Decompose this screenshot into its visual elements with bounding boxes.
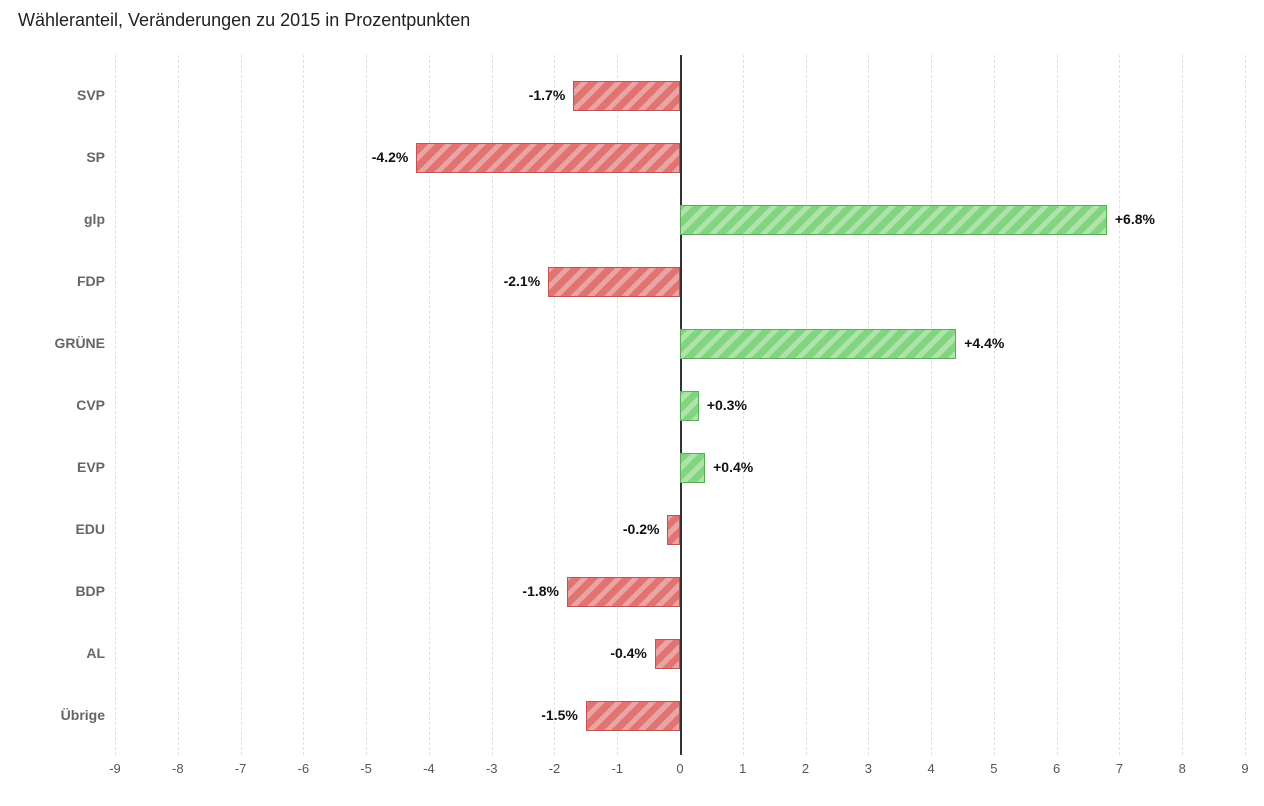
bar xyxy=(567,577,680,607)
x-gridline xyxy=(806,55,807,755)
x-gridline xyxy=(1182,55,1183,755)
bar xyxy=(655,639,680,669)
x-tick-label: -8 xyxy=(172,761,184,776)
bar-value-label: -0.2% xyxy=(623,521,660,537)
x-tick-label: -6 xyxy=(298,761,310,776)
bar-value-label: -1.5% xyxy=(541,707,578,723)
bar xyxy=(586,701,680,731)
x-gridline xyxy=(1245,55,1246,755)
bar-value-label: +6.8% xyxy=(1115,211,1155,227)
bar-value-label: -0.4% xyxy=(610,645,647,661)
y-category-label: glp xyxy=(10,211,105,227)
y-category-label: SP xyxy=(10,149,105,165)
x-gridline xyxy=(366,55,367,755)
x-tick-label: 9 xyxy=(1241,761,1248,776)
bar-value-label: -1.8% xyxy=(522,583,559,599)
bar xyxy=(680,329,956,359)
bar-value-label: -2.1% xyxy=(504,273,541,289)
bar xyxy=(680,205,1107,235)
bar xyxy=(667,515,680,545)
y-category-label: CVP xyxy=(10,397,105,413)
y-category-label: GRÜNE xyxy=(10,335,105,351)
chart-title: Wähleranteil, Veränderungen zu 2015 in P… xyxy=(18,10,470,31)
x-gridline xyxy=(1119,55,1120,755)
x-gridline xyxy=(931,55,932,755)
x-tick-label: 5 xyxy=(990,761,997,776)
y-category-label: AL xyxy=(10,645,105,661)
x-tick-label: 3 xyxy=(865,761,872,776)
x-tick-label: 0 xyxy=(676,761,683,776)
x-tick-label: -5 xyxy=(360,761,372,776)
x-tick-label: 7 xyxy=(1116,761,1123,776)
bar-value-label: -4.2% xyxy=(372,149,409,165)
bar-value-label: +0.4% xyxy=(713,459,753,475)
x-gridline xyxy=(868,55,869,755)
x-gridline xyxy=(994,55,995,755)
x-tick-label: -7 xyxy=(235,761,247,776)
plot-area: -9-8-7-6-5-4-3-2-10123456789SVP-1.7%SP-4… xyxy=(115,55,1245,755)
bar xyxy=(680,391,699,421)
y-category-label: EDU xyxy=(10,521,105,537)
x-tick-label: -1 xyxy=(611,761,623,776)
bar xyxy=(680,453,705,483)
x-tick-label: -2 xyxy=(549,761,561,776)
x-tick-label: 8 xyxy=(1179,761,1186,776)
y-category-label: SVP xyxy=(10,87,105,103)
x-gridline xyxy=(303,55,304,755)
bar xyxy=(548,267,680,297)
y-category-label: Übrige xyxy=(10,707,105,723)
x-tick-label: -9 xyxy=(109,761,121,776)
x-tick-label: 2 xyxy=(802,761,809,776)
y-category-label: BDP xyxy=(10,583,105,599)
bar-value-label: -1.7% xyxy=(529,87,566,103)
x-tick-label: -4 xyxy=(423,761,435,776)
x-tick-label: 1 xyxy=(739,761,746,776)
x-gridline xyxy=(241,55,242,755)
x-tick-label: -3 xyxy=(486,761,498,776)
x-gridline xyxy=(115,55,116,755)
y-category-label: EVP xyxy=(10,459,105,475)
bar xyxy=(573,81,680,111)
x-gridline xyxy=(178,55,179,755)
x-tick-label: 6 xyxy=(1053,761,1060,776)
chart-page: Wähleranteil, Veränderungen zu 2015 in P… xyxy=(0,0,1264,806)
y-category-label: FDP xyxy=(10,273,105,289)
bar-value-label: +4.4% xyxy=(964,335,1004,351)
x-gridline xyxy=(1057,55,1058,755)
x-tick-label: 4 xyxy=(927,761,934,776)
bar-value-label: +0.3% xyxy=(707,397,747,413)
bar xyxy=(416,143,680,173)
